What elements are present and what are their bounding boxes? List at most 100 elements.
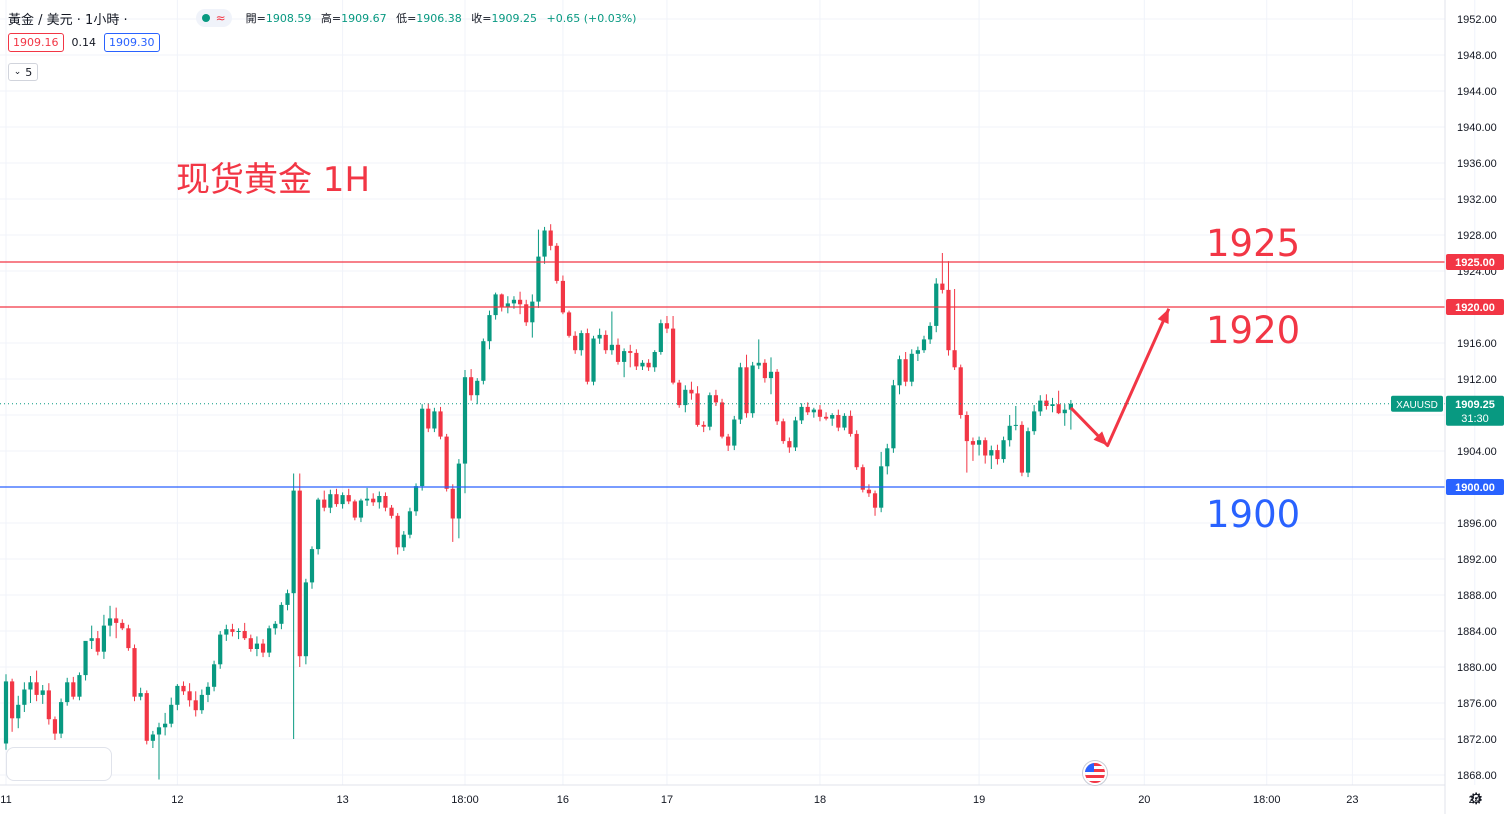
candle-body bbox=[462, 377, 468, 464]
price-tick-label: 1880.00 bbox=[1457, 662, 1497, 674]
level-tag-text: 1900.00 bbox=[1455, 482, 1495, 494]
us-flag-icon[interactable] bbox=[1083, 761, 1107, 785]
candle-body bbox=[156, 727, 162, 735]
gear-icon[interactable]: ⚙ bbox=[1469, 789, 1484, 808]
candle-body bbox=[885, 448, 890, 467]
candle-body bbox=[371, 498, 376, 503]
candle bbox=[1056, 390, 1061, 415]
candle bbox=[475, 378, 480, 405]
candle bbox=[144, 690, 149, 745]
candle bbox=[909, 349, 914, 387]
candle-body bbox=[976, 440, 982, 445]
candle bbox=[413, 483, 419, 516]
candle-body bbox=[640, 362, 645, 367]
candle bbox=[126, 624, 131, 651]
candle-body bbox=[273, 623, 278, 629]
candle-body bbox=[352, 501, 357, 518]
candle bbox=[830, 413, 835, 426]
time-tick-label: 11 bbox=[0, 794, 11, 806]
candle-body bbox=[169, 704, 174, 724]
indicators-toggle[interactable]: ⌄ 5 bbox=[8, 63, 38, 81]
candle-body bbox=[897, 359, 902, 386]
candle-body bbox=[817, 409, 823, 417]
candle bbox=[542, 226, 547, 264]
candle-body bbox=[426, 408, 431, 429]
candle bbox=[334, 488, 339, 507]
buy-button[interactable]: 1909.30 bbox=[104, 33, 160, 52]
candle-body bbox=[175, 685, 180, 705]
candle bbox=[77, 672, 82, 701]
candle bbox=[842, 413, 847, 431]
candle-body bbox=[964, 415, 969, 442]
candle-body bbox=[1044, 400, 1049, 406]
candle-body bbox=[683, 389, 688, 406]
candle-body bbox=[536, 256, 541, 302]
candle-body bbox=[511, 299, 517, 304]
candle-body bbox=[701, 424, 706, 427]
candle bbox=[1050, 397, 1055, 413]
candle-body bbox=[915, 350, 920, 354]
candle bbox=[58, 698, 64, 739]
candle bbox=[615, 338, 621, 365]
price-tick-label: 1904.00 bbox=[1457, 446, 1497, 458]
time-tick-label: 24 bbox=[1469, 794, 1481, 806]
candle bbox=[1013, 406, 1018, 431]
candle bbox=[242, 622, 247, 640]
candle-body bbox=[364, 498, 370, 501]
symbol-title[interactable]: 黃金 / 美元 · 1小時 · bbox=[8, 12, 128, 28]
candle bbox=[218, 631, 223, 669]
candle bbox=[805, 402, 810, 415]
candle-body bbox=[585, 333, 590, 382]
market-status-pill[interactable]: ≈ bbox=[195, 9, 232, 27]
candle bbox=[793, 416, 798, 451]
candle bbox=[970, 437, 976, 461]
candle-body bbox=[297, 490, 302, 657]
sell-button[interactable]: 1909.16 bbox=[8, 33, 64, 52]
candle-body bbox=[499, 294, 504, 307]
candle-body bbox=[921, 339, 927, 351]
candle bbox=[40, 685, 45, 704]
close-value: 1909.25 bbox=[491, 12, 538, 25]
time-axis[interactable]: 11 12 13 18:00 16 17 18 19 20 18:00 23 24 bbox=[0, 794, 1481, 806]
candle-body bbox=[1032, 411, 1037, 432]
candle-body bbox=[248, 638, 253, 649]
candle bbox=[377, 491, 382, 509]
candle bbox=[364, 487, 370, 506]
bottom-left-widget[interactable] bbox=[6, 747, 112, 781]
candle-body bbox=[432, 411, 437, 429]
candle bbox=[640, 360, 645, 370]
candle-body bbox=[40, 690, 45, 695]
spread-value: 0.14 bbox=[71, 36, 97, 49]
candle-body bbox=[707, 395, 712, 427]
candle-body bbox=[530, 301, 535, 323]
level-tag-1900.00 bbox=[1446, 479, 1504, 495]
candle-body bbox=[860, 467, 865, 490]
candle-body bbox=[805, 406, 810, 413]
candle-body bbox=[328, 494, 333, 508]
candle bbox=[548, 224, 553, 251]
candle-body bbox=[150, 734, 155, 741]
chart-legend: 黃金 / 美元 · 1小時 · ≈ 開=1908.59 高=1909.67 低=… bbox=[8, 8, 642, 28]
candle bbox=[389, 505, 394, 519]
candle-body bbox=[58, 702, 64, 734]
candle-body bbox=[726, 436, 731, 446]
time-tick-label: 23 bbox=[1346, 794, 1358, 806]
candle-body bbox=[279, 604, 284, 624]
candle bbox=[750, 361, 755, 418]
candle bbox=[952, 289, 957, 370]
candle bbox=[291, 473, 296, 739]
price-axis[interactable]: 1868.00 1872.00 1876.00 1880.00 1884.00 1888.… bbox=[1457, 14, 1497, 782]
price-tick-label: 1884.00 bbox=[1457, 626, 1497, 638]
candle bbox=[603, 330, 608, 354]
candle-body bbox=[187, 691, 192, 701]
candle-body bbox=[732, 419, 737, 446]
candle bbox=[670, 316, 676, 385]
candle bbox=[1038, 395, 1043, 416]
candle bbox=[609, 311, 614, 355]
candle bbox=[383, 492, 388, 512]
candle-body bbox=[842, 415, 847, 428]
time-tick-label: 20 bbox=[1138, 794, 1150, 806]
candle-body bbox=[1068, 403, 1073, 410]
candle bbox=[964, 411, 969, 473]
